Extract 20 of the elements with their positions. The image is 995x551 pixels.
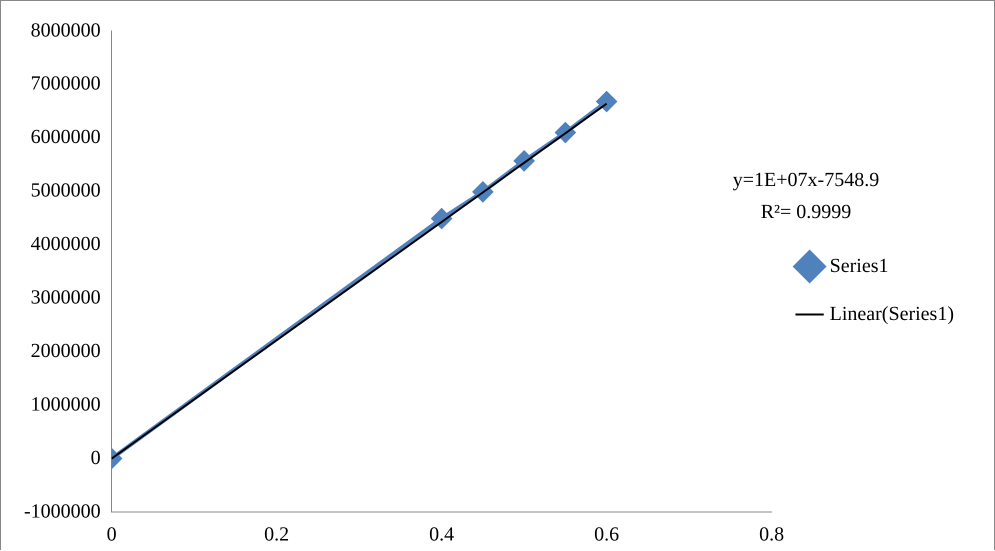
x-tick-label: 0.4: [429, 523, 454, 546]
x-tick-label: 0.8: [759, 523, 784, 546]
x-tick-label: 0.6: [594, 523, 620, 546]
y-tick-label: 8000000: [30, 19, 101, 42]
y-tick-label: 2000000: [30, 340, 101, 362]
y-tick-label: -1000000: [24, 500, 101, 522]
legend-label: Linear(Series1): [830, 302, 954, 325]
y-tick-label: 0: [90, 446, 101, 469]
y-tick-label: 7000000: [30, 72, 101, 95]
point: [596, 92, 617, 112]
legend-label: Series1: [830, 254, 889, 277]
x-tick-label: 0: [106, 523, 117, 546]
y-tick-label: 5000000: [30, 180, 101, 202]
y-tick-label: 4000000: [30, 233, 101, 256]
y-tick-label: 3000000: [30, 286, 101, 308]
annotation: y=1E+07x-7548.9: [732, 169, 880, 191]
y-tick-label: 6000000: [30, 126, 101, 148]
annotation: R²= 0.9999: [760, 201, 852, 223]
x-tick-label: 0.2: [264, 523, 290, 546]
y-tick-label: 1000000: [30, 393, 101, 416]
